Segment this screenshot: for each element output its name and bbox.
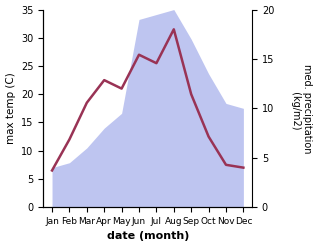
Y-axis label: max temp (C): max temp (C) [5, 72, 16, 144]
Y-axis label: med. precipitation
 (kg/m2): med. precipitation (kg/m2) [291, 64, 313, 153]
X-axis label: date (month): date (month) [107, 231, 189, 242]
